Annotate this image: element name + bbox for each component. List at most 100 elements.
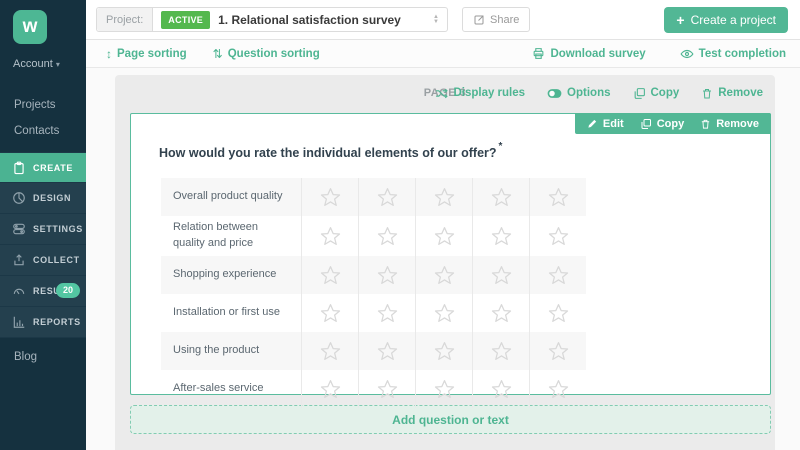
- star-rating-cell[interactable]: [472, 332, 529, 371]
- matrix-row: Shopping experience: [161, 256, 586, 295]
- options-label: Options: [567, 87, 611, 99]
- copy-page-button[interactable]: Copy: [633, 87, 680, 100]
- star-icon: [491, 341, 511, 360]
- content-area: PAGE 3 Display rules: [86, 68, 800, 450]
- plus-icon: +: [676, 11, 685, 28]
- star-rating-cell[interactable]: [358, 370, 415, 409]
- star-rating-cell[interactable]: [415, 332, 472, 371]
- account-label: Account: [13, 58, 53, 70]
- star-icon: [377, 187, 397, 206]
- edit-label: Edit: [602, 117, 624, 130]
- star-rating-cell[interactable]: [529, 216, 586, 257]
- page-actions: Display rules Options: [413, 87, 775, 100]
- copy-page-label: Copy: [650, 87, 680, 99]
- sidebar-item-reports[interactable]: REPORTS: [0, 307, 86, 338]
- matrix-row: Installation or first use: [161, 294, 586, 333]
- star-icon: [320, 187, 340, 206]
- star-rating-cell[interactable]: [358, 294, 415, 333]
- star-rating-cell[interactable]: [415, 370, 472, 409]
- star-rating-cell[interactable]: [529, 294, 586, 333]
- star-icon: [491, 226, 511, 245]
- star-icon: [548, 341, 568, 360]
- star-rating-cell[interactable]: [472, 178, 529, 217]
- sidebar-item-label: SETTINGS: [33, 224, 83, 234]
- toggles-icon: [12, 222, 26, 236]
- star-rating-cell[interactable]: [415, 178, 472, 217]
- star-rating-cell[interactable]: [529, 256, 586, 295]
- remove-question-button[interactable]: Remove: [700, 118, 759, 130]
- account-menu[interactable]: Account ▾: [13, 58, 86, 70]
- share-button[interactable]: Share: [462, 7, 531, 32]
- star-icon: [548, 265, 568, 284]
- create-project-label: Create a project: [690, 12, 776, 27]
- copy-question-button[interactable]: Copy: [640, 118, 684, 130]
- display-rules-label: Display rules: [453, 87, 526, 99]
- star-rating-cell[interactable]: [415, 216, 472, 257]
- app-logo[interactable]: w: [13, 10, 47, 44]
- sidebar-item-label: RESULTS: [33, 286, 79, 296]
- page-sorting-button[interactable]: ↕ Page sorting: [106, 47, 187, 61]
- star-rating-cell[interactable]: [529, 178, 586, 217]
- sidebar-item-blog[interactable]: Blog: [14, 351, 38, 363]
- star-rating-cell[interactable]: [415, 256, 472, 295]
- sidebar-item-settings[interactable]: SETTINGS: [0, 214, 86, 245]
- sidebar-item-contacts[interactable]: Contacts: [14, 125, 60, 137]
- test-completion-button[interactable]: Test completion: [680, 47, 786, 61]
- sidebar-item-results[interactable]: RESULTS 20: [0, 276, 86, 307]
- star-rating-cell[interactable]: [301, 294, 358, 333]
- star-icon: [377, 379, 397, 398]
- matrix-row-label: Installation or first use: [173, 306, 280, 319]
- star-icon: [377, 265, 397, 284]
- sidebar-item-collect[interactable]: COLLECT: [0, 245, 86, 276]
- bar-chart-icon: [12, 315, 26, 329]
- add-question-button[interactable]: Add question or text: [130, 405, 771, 434]
- logo-letter: w: [22, 16, 38, 37]
- star-rating-cell[interactable]: [358, 216, 415, 257]
- star-rating-cell[interactable]: [301, 216, 358, 257]
- question-sorting-button[interactable]: ⇅ Question sorting: [213, 47, 320, 61]
- star-icon: [434, 187, 454, 206]
- select-stepper-icon[interactable]: ▲ ▼: [433, 13, 439, 25]
- create-project-button[interactable]: + Create a project: [664, 6, 788, 33]
- star-rating-cell[interactable]: [301, 178, 358, 217]
- star-rating-cell[interactable]: [358, 332, 415, 371]
- star-rating-cell[interactable]: [301, 370, 358, 409]
- chevron-down-icon: ▾: [55, 60, 60, 69]
- star-rating-cell[interactable]: [529, 370, 586, 409]
- project-selector-label: Project:: [97, 8, 154, 31]
- star-rating-cell[interactable]: [472, 256, 529, 295]
- star-rating-cell[interactable]: [415, 294, 472, 333]
- star-icon: [377, 303, 397, 322]
- star-icon: [434, 265, 454, 284]
- star-icon: [491, 265, 511, 284]
- star-rating-cell[interactable]: [529, 332, 586, 371]
- star-rating-cell[interactable]: [472, 216, 529, 257]
- options-button[interactable]: Options: [547, 87, 611, 99]
- star-icon: [434, 226, 454, 245]
- display-rules-button[interactable]: Display rules: [435, 87, 525, 100]
- question-toolbar: Edit Copy: [574, 113, 771, 134]
- copy-icon: [633, 87, 646, 100]
- star-rating-cell[interactable]: [301, 256, 358, 295]
- star-rating-cell[interactable]: [358, 178, 415, 217]
- page-number-label: PAGE 3: [423, 87, 467, 99]
- star-icon: [434, 379, 454, 398]
- star-rating-cell[interactable]: [472, 370, 529, 409]
- star-icon: [377, 341, 397, 360]
- sidebar-item-label: DESIGN: [33, 193, 72, 203]
- matrix-row: Overall product quality: [161, 178, 586, 217]
- trash-icon: [700, 118, 711, 130]
- sidebar-item-projects[interactable]: Projects: [14, 99, 56, 111]
- download-survey-button[interactable]: Download survey: [532, 47, 646, 61]
- copy-icon: [640, 118, 652, 130]
- star-rating-cell[interactable]: [358, 256, 415, 295]
- remove-page-button[interactable]: Remove: [701, 87, 763, 100]
- star-rating-cell[interactable]: [301, 332, 358, 371]
- edit-question-button[interactable]: Edit: [587, 118, 624, 130]
- sidebar-item-design[interactable]: DESIGN: [0, 183, 86, 214]
- project-selector[interactable]: Project: ACTIVE 1. Relational satisfacti…: [96, 7, 448, 32]
- sidebar-item-create[interactable]: CREATE: [0, 152, 86, 183]
- matrix-row-label: Overall product quality: [173, 190, 283, 203]
- question-sorting-label: Question sorting: [227, 47, 320, 60]
- star-rating-cell[interactable]: [472, 294, 529, 333]
